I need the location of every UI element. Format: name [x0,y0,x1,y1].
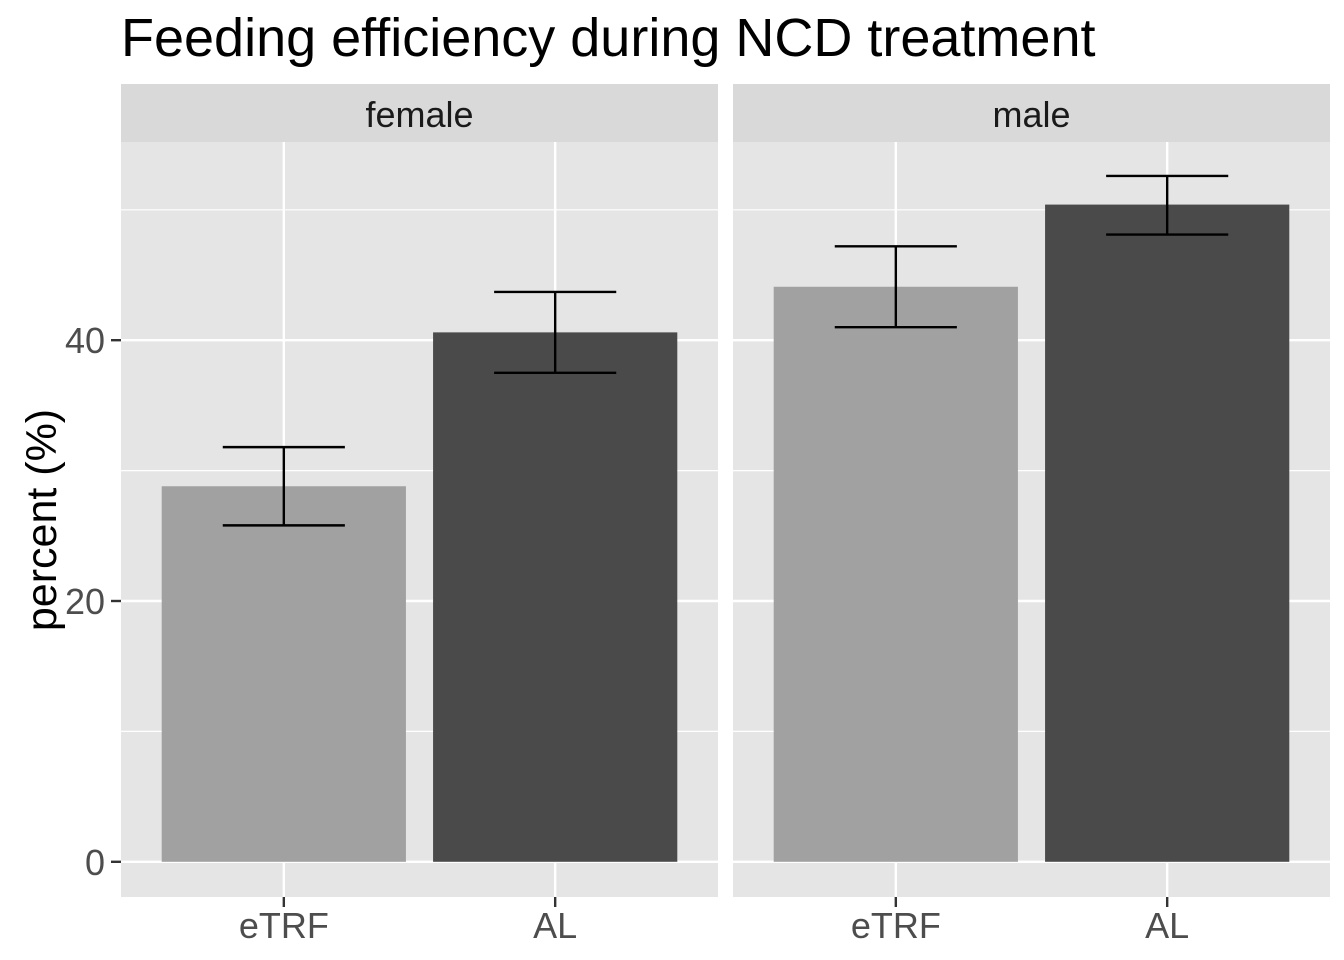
chart-title: Feeding efficiency during NCD treatment [121,8,1095,68]
facet-strip-male [733,84,1330,142]
errorbar-male-eTRF [834,245,957,329]
errorbar-male-AL [1106,174,1229,236]
bar-male-eTRF [773,286,1018,862]
facet-panel-female: female eTRF AL [121,84,718,946]
facet-strip-label: male [992,94,1070,135]
facet-panel-male: male eTRF AL [733,84,1330,946]
bar-female-eTRF [161,486,406,862]
x-tick-label: eTRF [851,905,941,946]
y-tick-label: 20 [65,581,105,622]
y-tick-label: 0 [85,842,105,883]
bar-male-AL [1045,204,1290,862]
facet-strip-female [121,84,718,142]
errorbar-female-eTRF [222,445,345,527]
x-tick-label: AL [533,905,577,946]
y-axis-title: percent (%) [18,409,66,631]
facet-panels: female eTRF AL male eTRF AL [121,84,1330,946]
bar-female-AL [433,332,678,862]
facet-strip-label: female [365,94,473,135]
x-tick-label: AL [1145,905,1189,946]
y-tick-label: 40 [65,320,105,361]
y-axis: 0 20 40 [65,320,121,883]
errorbar-female-AL [494,290,617,375]
x-tick-label: eTRF [239,905,329,946]
